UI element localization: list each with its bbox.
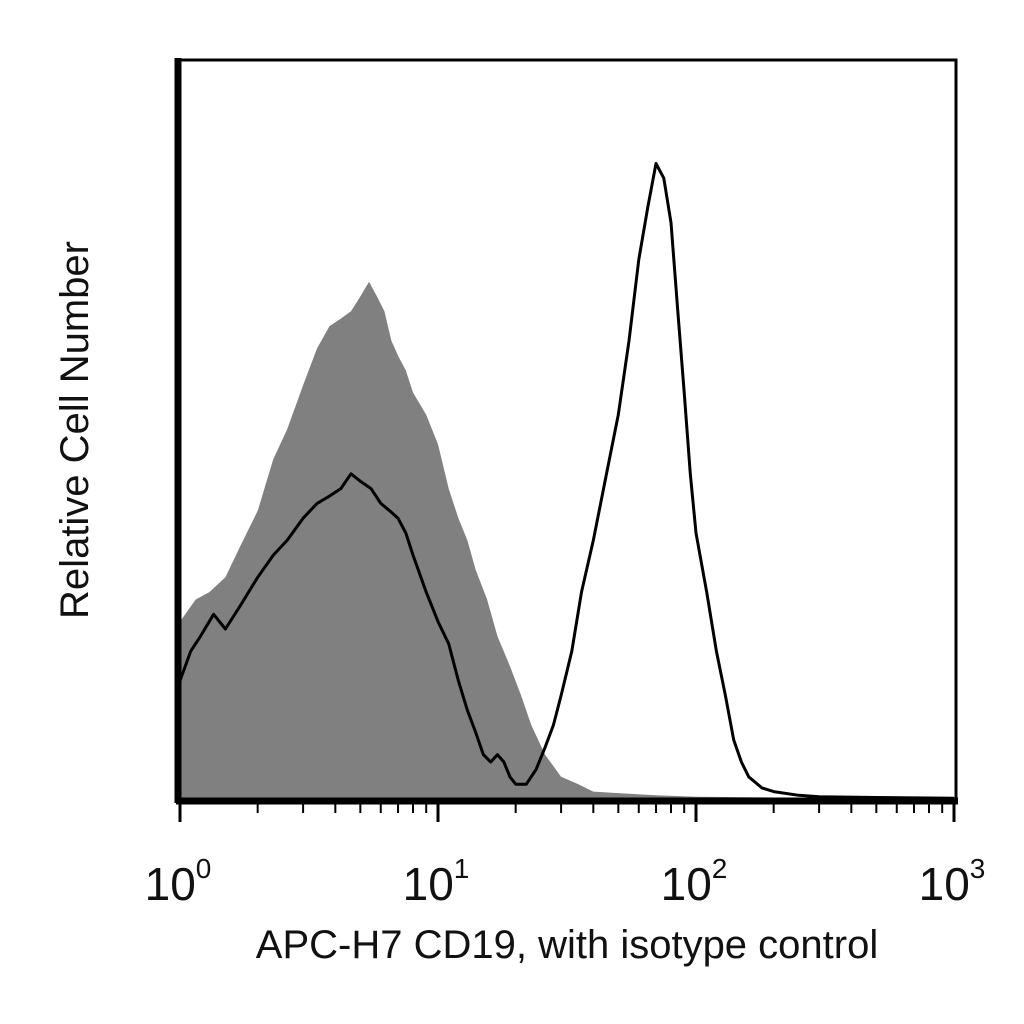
x-tick-label: 103 xyxy=(919,853,986,910)
series-layer xyxy=(178,162,955,800)
x-tick-label: 102 xyxy=(661,853,728,910)
series-line-cd19 xyxy=(178,162,955,800)
x-axis-title: APC-H7 CD19, with isotype control xyxy=(256,923,878,967)
y-axis-title: Relative Cell Number xyxy=(53,241,97,619)
x-tick-label: 101 xyxy=(403,853,470,910)
x-tick-label: 100 xyxy=(145,853,212,910)
series-area-isotype-control xyxy=(180,281,954,799)
x-tick-layer: 100 101 102 103 xyxy=(145,803,986,910)
